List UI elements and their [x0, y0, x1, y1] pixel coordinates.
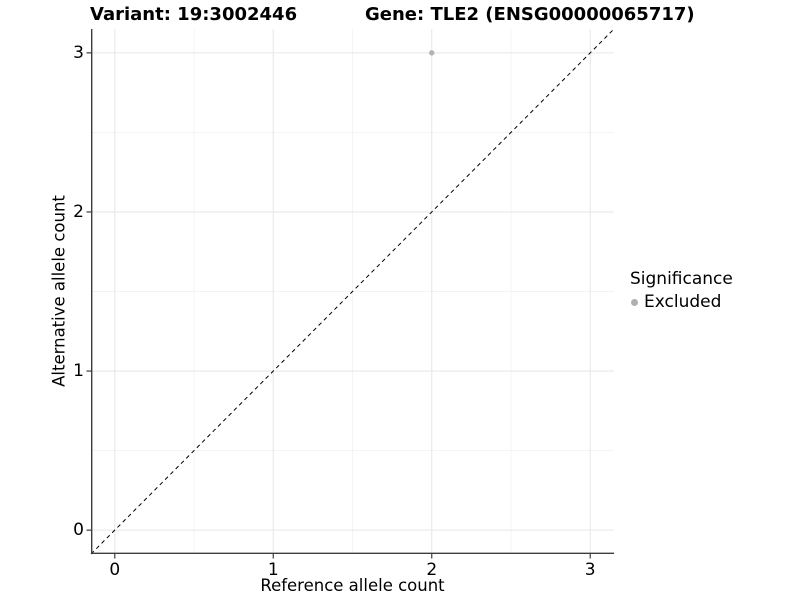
- legend-title: Significance: [630, 269, 733, 289]
- x-tick-label: 2: [426, 560, 438, 580]
- x-tick-label: 0: [109, 560, 121, 580]
- y-axis-title: Alternative allele count: [49, 195, 69, 387]
- legend-item-excluded: Excluded: [630, 293, 733, 312]
- legend-point-icon: [631, 299, 638, 306]
- plot-svg: [86, 28, 615, 559]
- legend-item-label: Excluded: [644, 292, 722, 312]
- y-tick-label: 2: [73, 201, 84, 222]
- x-tick-label: 1: [267, 560, 279, 580]
- y-tick-label: 3: [73, 42, 84, 63]
- plot-title-gene: Gene: TLE2 (ENSG00000065717): [365, 4, 695, 25]
- legend: Significance Excluded: [630, 270, 733, 312]
- identity-dashed-line: [90, 28, 615, 555]
- x-tick-label: 3: [584, 560, 596, 580]
- data-point: [429, 50, 435, 56]
- plot-title-variant: Variant: 19:3002446: [90, 4, 298, 25]
- y-tick-label: 0: [73, 520, 84, 541]
- plot-panel: [86, 28, 615, 559]
- y-tick-label: 1: [73, 361, 84, 382]
- x-axis-title: Reference allele count: [260, 576, 445, 595]
